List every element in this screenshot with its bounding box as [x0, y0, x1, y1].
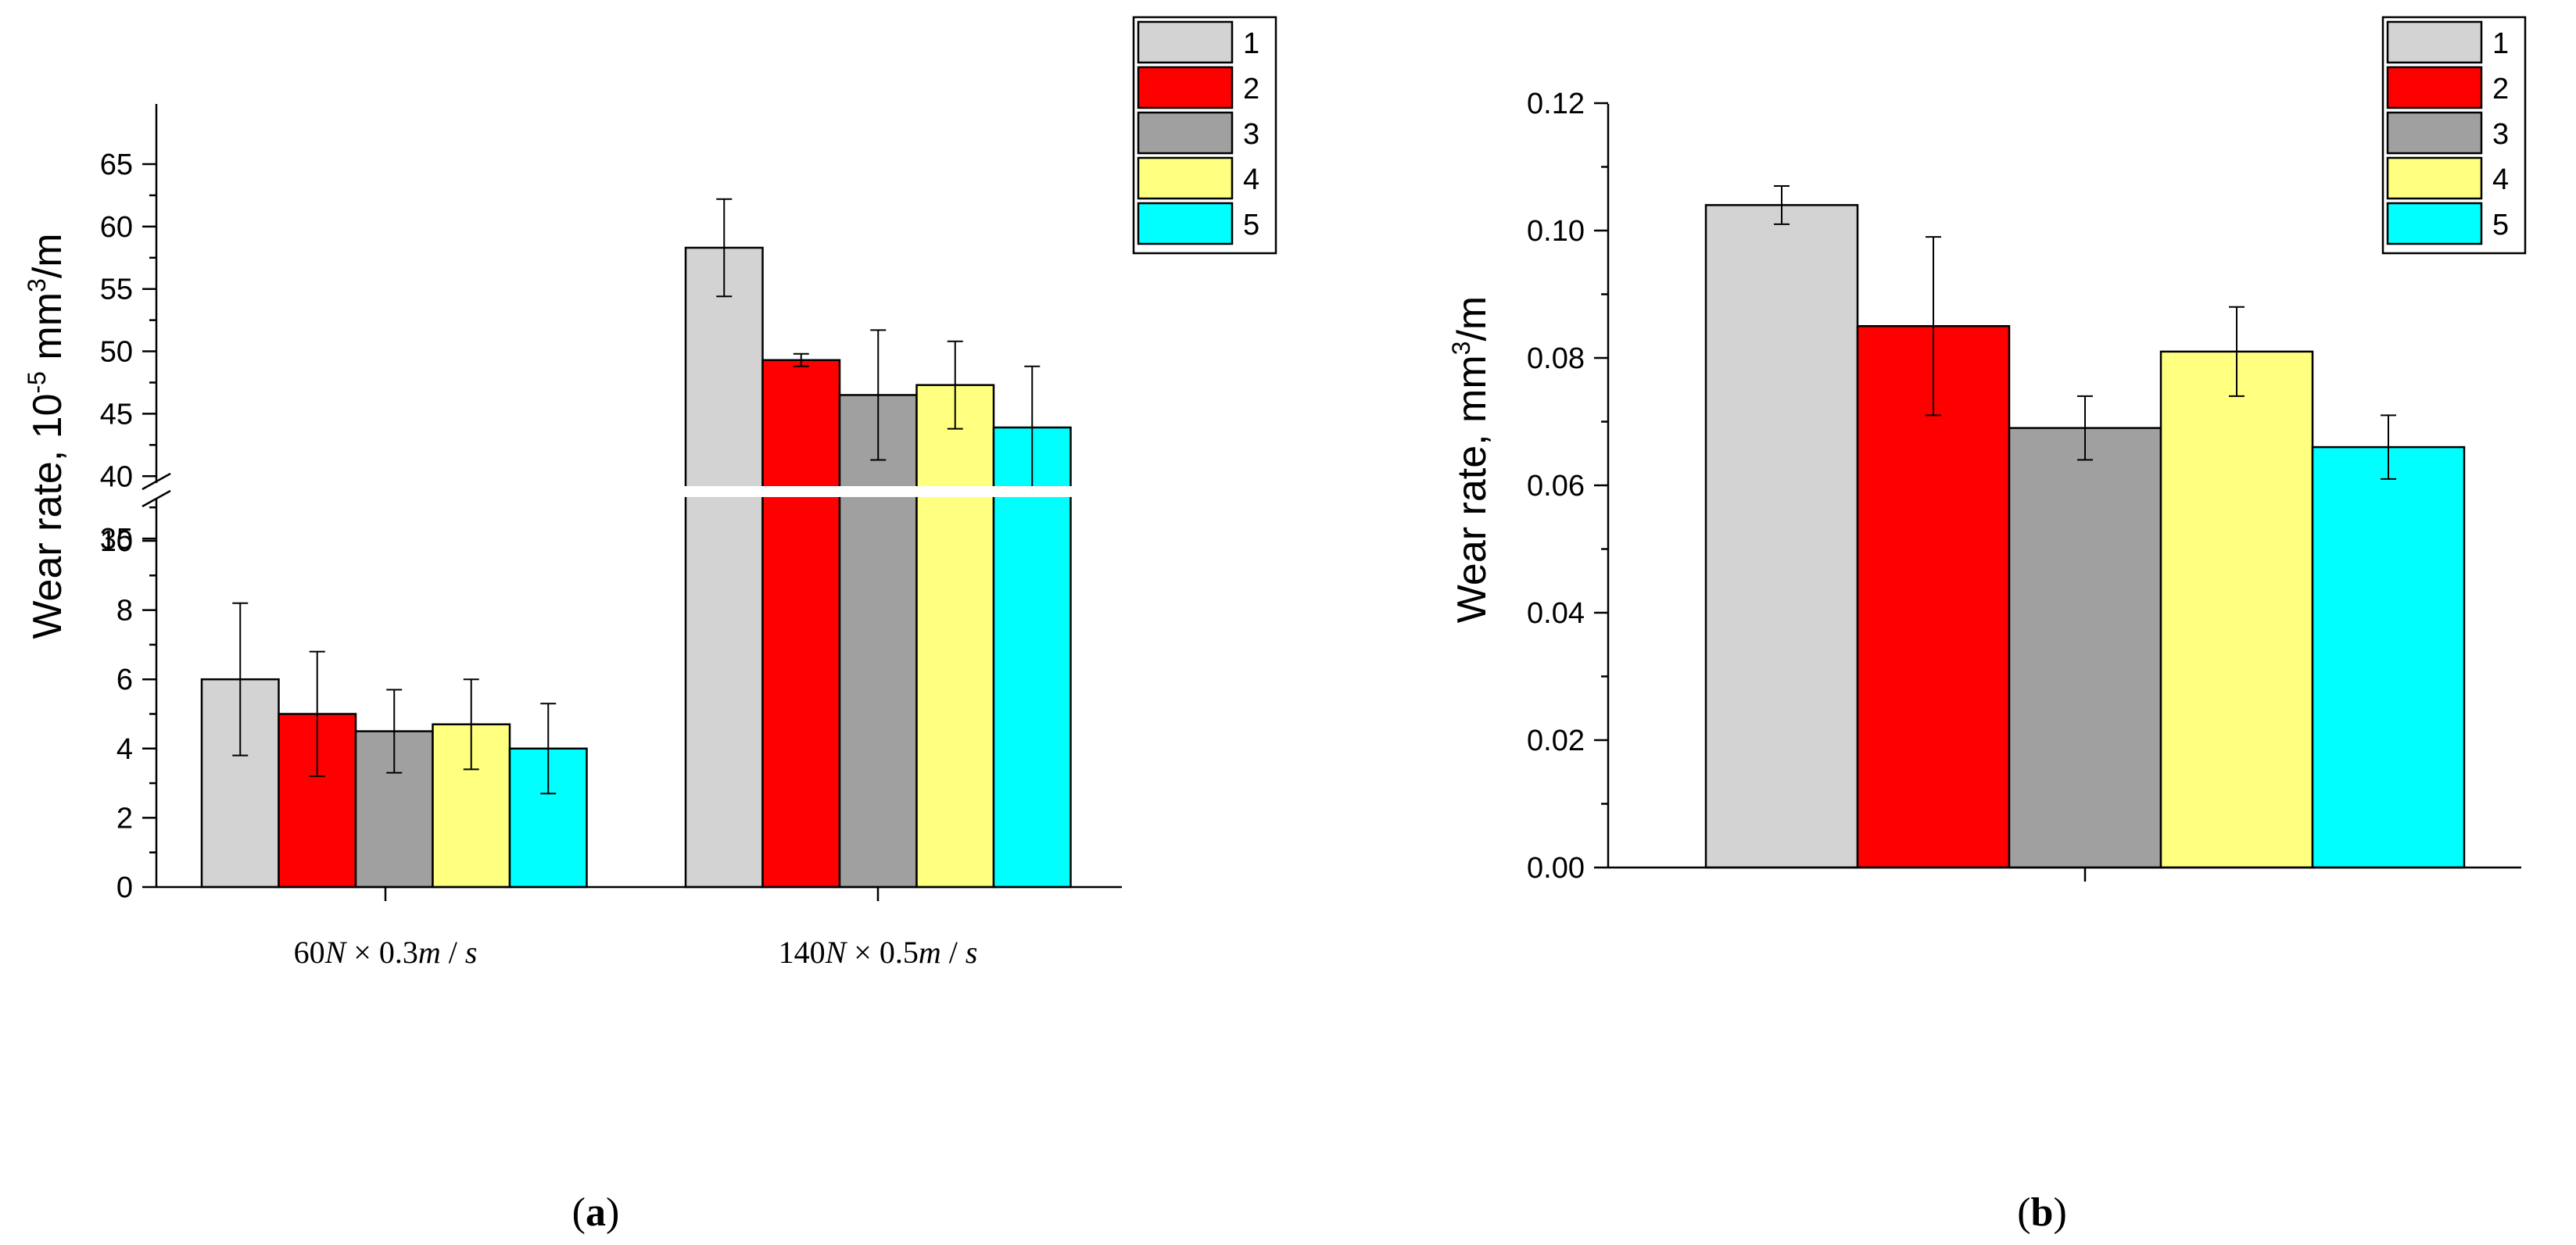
chart-a-bar-s2-c2 — [761, 359, 841, 889]
chart-a-error-s3-c2 — [870, 329, 887, 461]
chart-a-break-mark-lower — [142, 489, 171, 508]
chart-b-bar-s3 — [2008, 427, 2162, 869]
chart-b-ytick-0.08: 0.08 — [1527, 342, 1585, 375]
chart-b-ytick-0.12: 0.12 — [1527, 88, 1585, 120]
chart-a-legend-label-3: 3 — [1243, 118, 1259, 151]
chart-b-legend-label-5: 5 — [2492, 209, 2509, 241]
chart-b: Wear rate, mm3/m 0.00 0.02 0.04 0.06 0.08 0.1… — [1447, 16, 2527, 1235]
chart-a-ytick-60: 60 — [100, 211, 133, 244]
chart-b-ytick-0.06: 0.06 — [1527, 470, 1585, 503]
chart-b-legend-label-3: 3 — [2492, 118, 2509, 151]
chart-a-category-label-1: 60N × 0.3m / s — [294, 935, 478, 970]
chart-b-ytick-0.02: 0.02 — [1527, 724, 1585, 757]
chart-a-legend-swatch-3 — [1137, 111, 1234, 155]
chart-b-legend-swatch-3 — [2386, 111, 2483, 155]
chart-a-legend-swatch-2 — [1137, 66, 1234, 109]
chart-a-ytick-35: 35 — [100, 523, 133, 556]
chart-a-error-s1-c1 — [232, 602, 249, 757]
chart-a-ytick-50: 50 — [100, 336, 133, 369]
chart-b-legend-label-4: 4 — [2492, 163, 2509, 196]
chart-b-ylabel: Wear rate, mm3/m — [1447, 296, 1495, 623]
chart-b-error-s3 — [2077, 395, 2093, 461]
chart-a-legend-swatch-1 — [1137, 20, 1234, 64]
chart-a-panel-label: (a) — [572, 1190, 620, 1235]
chart-a-break-mark-upper — [142, 472, 171, 491]
chart-b-ytick-0.00: 0.00 — [1527, 852, 1585, 885]
chart-b-error-s2 — [1926, 236, 1941, 417]
chart-b-bar-s5 — [2311, 445, 2466, 869]
chart-a: Wear rate, 10-5 mm3/m 024681035404550556… — [23, 16, 1277, 1235]
chart-b-legend-label-2: 2 — [2492, 73, 2509, 106]
chart-b-error-s4 — [2229, 306, 2245, 397]
chart-a-error-s3-c1 — [386, 689, 403, 774]
chart-b-ytick-0.10: 0.10 — [1527, 215, 1585, 248]
chart-b-legend-swatch-2 — [2386, 66, 2483, 109]
chart-a-error-s1-c2 — [716, 198, 733, 298]
chart-a-ytick-6: 6 — [116, 664, 133, 696]
chart-a-error-s4-c1 — [463, 678, 479, 771]
chart-b-bars — [1704, 204, 2466, 869]
chart-a-ytick-4: 4 — [116, 733, 133, 766]
chart-a-ytick-0: 0 — [116, 871, 133, 904]
chart-b-legend-swatch-4 — [2386, 156, 2483, 200]
chart-a-error-s5-c1 — [540, 703, 557, 795]
chart-b-legend-swatch-5 — [2386, 202, 2483, 245]
chart-a-legend-swatch-4 — [1137, 156, 1234, 200]
chart-a-error-bars — [232, 198, 1041, 795]
chart-a-ytick-10: 10 — [100, 525, 133, 558]
chart-a-axis-break-gap — [676, 486, 1083, 497]
chart-a-legend-label-5: 5 — [1243, 209, 1259, 241]
chart-b-legend: 1 2 3 4 5 — [2381, 16, 2527, 255]
chart-b-legend-swatch-1 — [2386, 20, 2483, 64]
chart-a-error-s2-c1 — [309, 650, 325, 778]
chart-b-error-bars — [1774, 184, 2396, 480]
chart-a-legend-label-4: 4 — [1243, 163, 1259, 196]
chart-a-category-label-2: 140N × 0.5m / s — [779, 935, 978, 970]
chart-a-ytick-40: 40 — [100, 460, 133, 493]
chart-a-legend-label-2: 2 — [1243, 73, 1259, 106]
chart-a-ytick-45: 45 — [100, 398, 133, 431]
chart-b-bar-s4 — [2159, 350, 2314, 869]
chart-a-legend-label-1: 1 — [1243, 27, 1259, 60]
chart-b-bar-s1 — [1704, 204, 1859, 869]
chart-b-error-s5 — [2381, 414, 2396, 480]
chart-a-error-s2-c2 — [793, 352, 809, 367]
chart-a-bar-s3-c2 — [838, 394, 918, 889]
chart-a-ytick-8: 8 — [116, 595, 133, 628]
chart-a-ytick-65: 65 — [100, 148, 133, 181]
chart-b-legend-label-1: 1 — [2492, 27, 2509, 60]
chart-b-panel-label: (b) — [2017, 1190, 2067, 1235]
chart-a-bar-s4-c2 — [915, 384, 995, 889]
chart-a-error-s4-c2 — [947, 340, 963, 430]
chart-a-legend: 1 2 3 4 5 — [1132, 16, 1277, 255]
chart-b-ticks: 0.00 0.02 0.04 0.06 0.08 0.10 0.12 — [1527, 88, 1608, 885]
chart-a-ylabel: Wear rate, 10-5 mm3/m — [23, 233, 70, 639]
chart-a-ytick-55: 55 — [100, 274, 133, 306]
chart-a-bar-s1-c2 — [684, 246, 764, 889]
chart-b-error-s1 — [1774, 184, 1790, 225]
chart-a-bar-s5-c2 — [992, 426, 1072, 889]
chart-a-legend-swatch-5 — [1137, 202, 1234, 245]
chart-b-ytick-0.04: 0.04 — [1527, 597, 1585, 630]
chart-a-bars — [200, 246, 1072, 889]
chart-a-ytick-2: 2 — [116, 802, 133, 835]
chart-b-bar-s2 — [1856, 325, 2011, 869]
